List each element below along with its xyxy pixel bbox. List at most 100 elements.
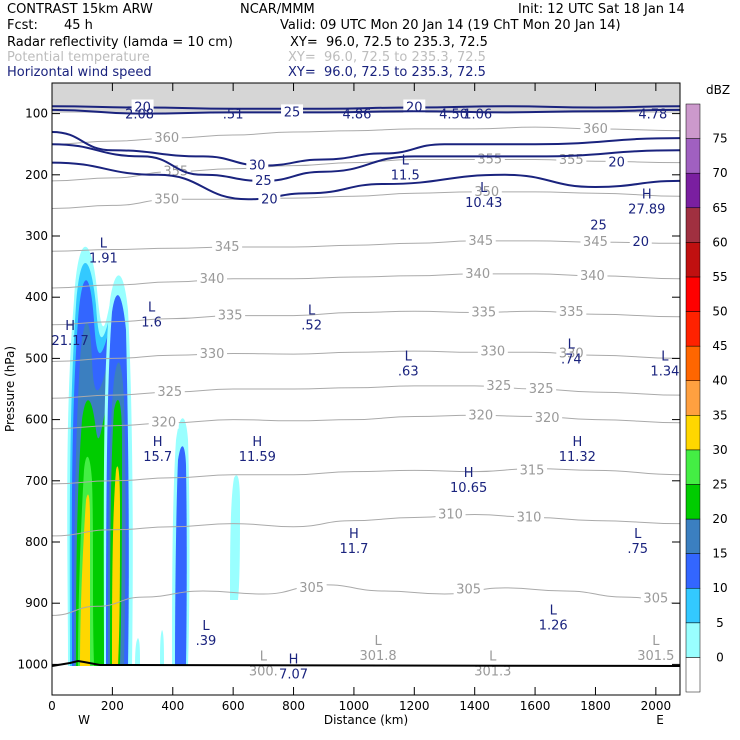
valid-time: Valid: 09 UTC Mon 20 Jan 14 (19 ChT Mon …	[280, 18, 621, 33]
colorbar-bin	[685, 311, 701, 347]
theta-label-320: 320	[151, 416, 176, 431]
wind-extremum-value: .52	[301, 319, 322, 334]
wind-extremum-value: .39	[196, 634, 217, 649]
theta-label-bg	[462, 265, 493, 280]
theta-label-330: 330	[200, 347, 225, 362]
reflectivity-cell-third-15	[175, 446, 187, 666]
wind-label-bg	[281, 104, 304, 119]
field-reflectivity-name: Radar reflectivity (lamda = 10 cm)	[7, 35, 233, 50]
theta-label-330: 330	[480, 345, 505, 360]
theta-label-bg	[435, 506, 466, 521]
wind-extremum-value: .63	[398, 365, 419, 380]
wind-extremum-value: 10.65	[450, 481, 487, 496]
wind-extremum-value: 4.50	[439, 108, 468, 123]
wind-extremum-value: 4.78	[638, 108, 667, 123]
theta-label-bg	[474, 151, 505, 166]
field-theta-name: Potential temperature	[7, 50, 150, 65]
theta-label-bg	[580, 120, 611, 135]
theta-label-315: 315	[520, 463, 545, 478]
colorbar-bin	[685, 345, 701, 381]
wind-contour-25	[52, 108, 680, 115]
wind-extremum-type: L	[550, 604, 558, 619]
wind-extremum-type: L	[308, 304, 316, 319]
wind-extremum-type: L	[202, 619, 210, 634]
theta-label-bg	[148, 414, 179, 429]
theta-extremum-value: 301.8	[359, 649, 396, 664]
x-axis-right-end: E	[656, 713, 664, 727]
colorbar: 0 5 10 15 20 25 30 35 40 45 50 55 60 65 70 75	[685, 103, 728, 693]
colorbar-level-label: 75	[712, 132, 727, 146]
wind-label-bg	[258, 191, 281, 206]
fcst-value: 45 h	[64, 18, 93, 33]
colorbar-bin	[685, 276, 701, 312]
reflectivity-cell-sixth	[135, 638, 140, 666]
theta-label-bg	[640, 590, 671, 605]
theta-label-bg	[532, 409, 563, 424]
reflectivity-cell-second-35	[112, 466, 120, 666]
theta-contour-340	[52, 273, 680, 289]
extrema-labels: L11.5L10.43H27.89L1.91L1.6L.52H21.17L.63…	[52, 108, 680, 683]
wind-extremum-value: 11.59	[239, 450, 276, 465]
theta-label-335: 335	[559, 305, 584, 320]
x-tick-label: 200	[101, 699, 124, 713]
x-tick-label: 1000	[339, 699, 370, 713]
wind-extremum-value: 27.89	[628, 202, 665, 217]
theta-label-bg	[296, 579, 327, 594]
theta-label-bg	[465, 407, 496, 422]
wind-extremum-value: 21.17	[52, 334, 89, 349]
y-tick-label: 800	[25, 535, 48, 549]
wind-label-20: 20	[134, 100, 151, 115]
colorbar-level-label: 25	[712, 477, 727, 491]
wind-label-bg	[605, 154, 628, 169]
wind-extremum-value: 1.91	[89, 251, 118, 266]
theta-label-335: 335	[471, 306, 496, 321]
plot-frame	[51, 82, 681, 696]
wind-extremum-value: 11.7	[339, 542, 368, 557]
y-tick-label: 1000	[17, 657, 48, 671]
colorbar-level-label: 65	[712, 201, 727, 215]
theta-label-bg	[517, 462, 548, 477]
x-tick-label: 400	[161, 699, 184, 713]
theta-extremum-value: 301.5	[637, 649, 674, 664]
y-tick-label: 900	[25, 596, 48, 610]
colorbar-level-label: 70	[712, 166, 727, 180]
wind-label-20: 20	[608, 156, 625, 171]
colorbar-level-label: 40	[712, 374, 727, 388]
wind-label-25: 25	[284, 105, 301, 120]
wind-label-bg	[252, 172, 275, 187]
theta-label-bg	[160, 163, 191, 178]
wind-contour-30	[52, 131, 680, 167]
y-tick-label: 600	[25, 413, 48, 427]
x-tick-label: 0	[48, 699, 56, 713]
colorbar-level-label: 55	[712, 270, 727, 284]
wind-extremum-value: 1.06	[463, 108, 492, 123]
theta-label-325: 325	[529, 382, 554, 397]
theta-label-bg	[471, 183, 502, 198]
wind-label-bg	[246, 157, 269, 172]
model-title: CONTRAST 15km ARW	[7, 2, 153, 17]
wind-extremum-type: L	[634, 527, 642, 542]
theta-label-340: 340	[580, 269, 605, 284]
wind-extremum-type: H	[153, 435, 163, 450]
colorbar-level-label: 5	[716, 616, 724, 630]
theta-contour-345	[52, 240, 680, 252]
theta-label-340: 340	[200, 272, 225, 287]
wind-label-bg	[403, 99, 426, 114]
theta-extremum-value: 300.	[249, 664, 278, 679]
wind-extremum-type: H	[642, 187, 652, 202]
wind-extremum-type: L	[568, 337, 576, 352]
theta-extremum-type: L	[489, 649, 497, 664]
wind-extremum-value: 4.86	[342, 108, 371, 123]
wind-label-25: 25	[255, 174, 272, 189]
theta-label-bg	[556, 303, 587, 318]
wind-label-bg	[629, 234, 652, 249]
theta-label-bg	[514, 509, 545, 524]
axes: 100 200 300 400 500 600 700 800 900 1000 0 200 400 60…	[17, 83, 680, 713]
wind-label-bg	[587, 217, 610, 232]
wind-extremum-type: H	[349, 527, 359, 542]
reflectivity-cell-main-40	[80, 494, 90, 666]
x-tick-label: 1400	[459, 699, 490, 713]
x-tick-label: 800	[282, 699, 305, 713]
wind-label-20: 20	[406, 100, 423, 115]
